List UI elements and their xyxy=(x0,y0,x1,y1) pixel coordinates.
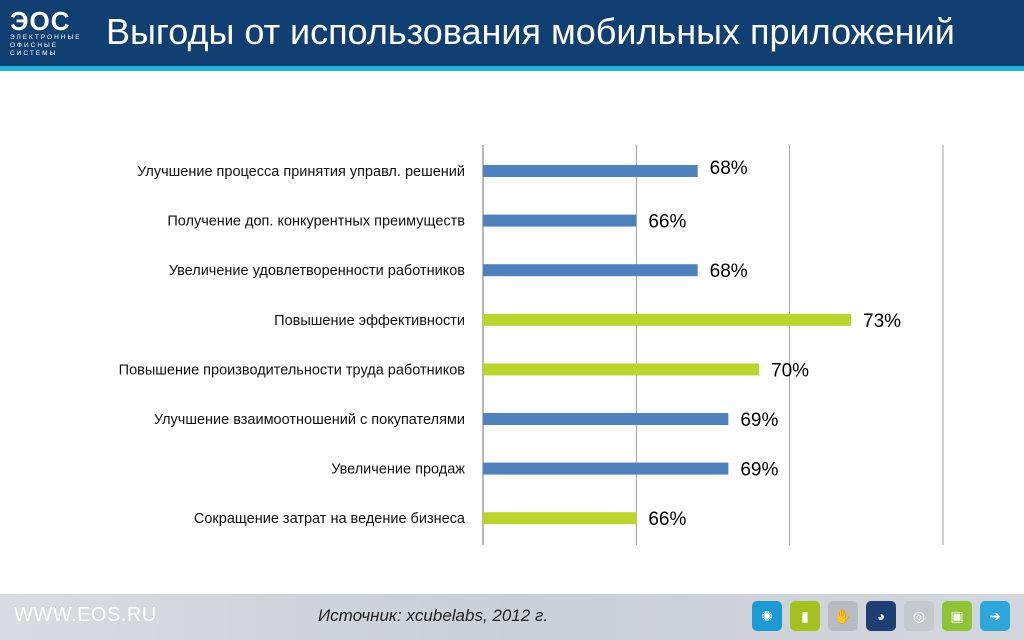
handshake-icon[interactable]: ✋ xyxy=(828,601,858,631)
bar xyxy=(483,413,729,425)
bar-chart-icon[interactable]: ▮ xyxy=(790,601,820,631)
pie-chart-icon[interactable]: ◕ xyxy=(866,601,896,631)
value-label: 68% xyxy=(710,261,748,282)
footer-bar: WWW.EOS.RU Источник: xcubelabs, 2012 г. … xyxy=(0,594,1024,640)
benefits-bar-chart: Улучшение процесса принятия управл. реше… xyxy=(119,145,944,545)
bar xyxy=(483,214,637,227)
footer-url-link[interactable]: WWW.EOS.RU xyxy=(14,604,157,626)
value-label: 69% xyxy=(740,460,778,481)
bar xyxy=(483,165,698,177)
value-label: 68% xyxy=(710,158,748,179)
logo-main: ЭОС xyxy=(10,6,71,36)
value-label: 66% xyxy=(648,212,686,233)
eos-logo: ЭОС ЭЛЕКТРОННЫЕ ОФИСНЫЕ СИСТЕМЫ xyxy=(10,8,90,60)
page-title: Выгоды от использования мобильных прилож… xyxy=(106,11,955,52)
header-bar: ЭОС ЭЛЕКТРОННЫЕ ОФИСНЫЕ СИСТЕМЫ Выгоды о… xyxy=(0,0,1024,66)
bar xyxy=(483,313,851,326)
world-icon[interactable]: ◎ xyxy=(904,601,934,631)
category-label: Сокращение затрат на ведение бизнеса xyxy=(194,511,466,527)
bar xyxy=(483,462,729,475)
value-label: 66% xyxy=(648,509,686,530)
logo-sub-3: СИСТЕМЫ xyxy=(10,50,58,57)
category-label: Получение доп. конкурентных преимуществ xyxy=(167,214,465,230)
document-icon[interactable]: ▣ xyxy=(942,601,972,631)
bar xyxy=(483,363,759,376)
globe-icon[interactable]: ✺ xyxy=(752,601,782,631)
bar xyxy=(483,264,698,277)
logo-sub-1: ЭЛЕКТРОННЫЕ xyxy=(10,34,82,41)
category-label: Улучшение процесса принятия управл. реше… xyxy=(137,164,465,180)
footer-source: Источник: xcubelabs, 2012 г. xyxy=(318,606,549,625)
value-label: 73% xyxy=(863,311,901,332)
header-stripe xyxy=(0,66,1024,71)
category-label: Увеличение удовлетворенности работников xyxy=(169,263,466,279)
category-label: Повышение производительности труда работ… xyxy=(119,362,466,378)
category-label: Улучшение взаимоотношений с покупателями xyxy=(154,412,465,428)
value-label: 70% xyxy=(771,360,809,381)
arrow-card-icon[interactable]: ➔ xyxy=(980,601,1010,631)
bar xyxy=(483,512,637,525)
category-label: Увеличение продаж xyxy=(331,462,465,478)
value-label: 69% xyxy=(740,410,778,431)
logo-sub-2: ОФИСНЫЕ xyxy=(10,42,59,49)
category-label: Повышение эффективности xyxy=(274,313,465,329)
